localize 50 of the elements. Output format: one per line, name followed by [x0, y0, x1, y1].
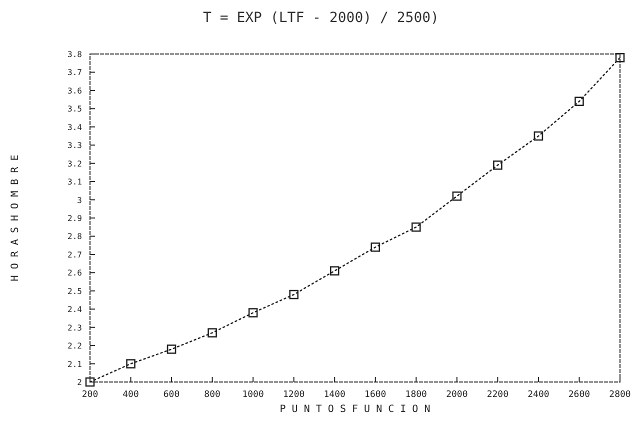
point [574, 96, 584, 106]
point [615, 52, 625, 62]
point [534, 131, 544, 141]
chart-title: T = EXP (LTF - 2000) / 2500) [202, 10, 440, 26]
x-tick-label: 2200 [486, 390, 509, 400]
x-tick-label: 2000 [446, 390, 468, 400]
point [289, 290, 298, 300]
y-tick-label: 2.8 [68, 232, 82, 242]
y-tick-label: 3.6 [68, 86, 82, 96]
x-tick-label: 2800 [609, 390, 631, 400]
x-tick-label: 1400 [324, 390, 346, 400]
x-axis-title: P U N T O S F U N C I O N [280, 404, 430, 415]
point [330, 266, 340, 276]
point [412, 222, 421, 232]
point [493, 160, 502, 170]
x-tick-label: 1800 [405, 390, 427, 400]
y-tick-label: 2.9 [68, 214, 82, 223]
x-tick-label: 2400 [528, 390, 550, 400]
y-tick-label: 3.7 [68, 68, 82, 78]
x-tick-label: 600 [163, 390, 180, 400]
point [85, 377, 95, 387]
x-tick-label: 800 [204, 390, 220, 400]
point [126, 359, 136, 368]
y-tick-label: 3.5 [68, 104, 82, 114]
y-tick-label: 3.3 [68, 141, 82, 150]
x-tick-label: 1000 [242, 390, 264, 400]
x-tick-label: 200 [82, 390, 98, 400]
y-tick-label: 3.1 [68, 178, 82, 187]
x-tick-label: 1200 [283, 390, 305, 400]
point [370, 242, 380, 252]
point [166, 344, 176, 354]
x-tick-label: 400 [122, 390, 139, 400]
point [452, 191, 462, 201]
y-tick-label: 2.4 [68, 305, 82, 314]
y-tick-label: 3.8 [68, 50, 82, 59]
y-tick-label: 2.6 [68, 268, 82, 278]
y-tick-label: 2.5 [68, 286, 82, 296]
y-tick-label: 3 [77, 196, 82, 205]
y-tick-label: 3.4 [68, 122, 82, 132]
y-tick-label: 2.3 [68, 323, 82, 332]
y-axis-title: H O R A S H O M B R E [10, 154, 21, 282]
y-tick-label: 2.2 [68, 342, 82, 351]
y-tick-label: 2 [77, 378, 82, 387]
y-tick-label: 3.2 [68, 159, 82, 168]
point [248, 308, 258, 318]
y-tick-label: 2.7 [68, 250, 82, 260]
y-tick-label: 2.1 [68, 360, 82, 369]
x-tick-label: 1600 [364, 390, 386, 400]
point [208, 328, 217, 338]
x-tick-label: 2600 [568, 390, 590, 400]
